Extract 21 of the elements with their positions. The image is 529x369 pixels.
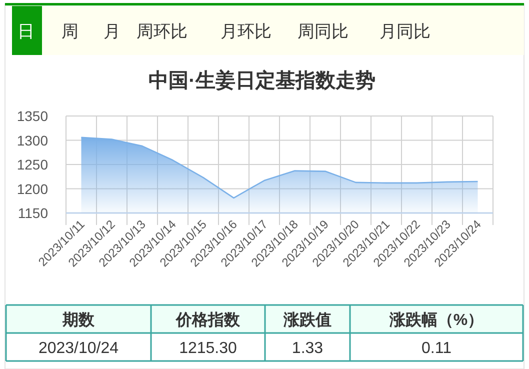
- text: 周环比: [136, 22, 188, 41]
- text: 月环比: [220, 22, 272, 41]
- y-tick-label: 1150: [18, 205, 48, 221]
- text: 涨跌幅（%）: [388, 311, 484, 329]
- y-tick-label: 1300: [16, 132, 48, 148]
- text: 月同比: [380, 22, 430, 41]
- text: 周同比: [298, 22, 348, 41]
- text: 1215.30: [179, 340, 238, 357]
- text: 月: [104, 22, 120, 41]
- text: 周: [62, 22, 78, 41]
- text: 期数: [62, 311, 96, 329]
- text: 日: [18, 22, 34, 41]
- text: 2023/10/24: [38, 340, 119, 357]
- text: 价格指数: [175, 311, 241, 329]
- y-tick-label: 1200: [16, 180, 48, 197]
- text: 涨跌值: [282, 311, 332, 329]
- text: 0.11: [422, 340, 452, 357]
- y-tick-label: 1250: [16, 156, 48, 172]
- y-tick-label: 1350: [16, 108, 48, 124]
- text: 1.33: [292, 340, 324, 357]
- chart-title: 中国·生姜日定基指数走势: [148, 69, 376, 92]
